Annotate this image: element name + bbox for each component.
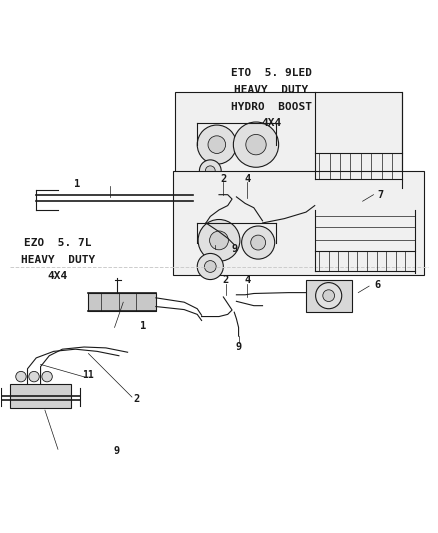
Circle shape	[242, 226, 275, 259]
Circle shape	[210, 231, 228, 250]
Circle shape	[42, 372, 52, 382]
Circle shape	[197, 254, 223, 279]
Circle shape	[198, 220, 240, 261]
Text: 11: 11	[82, 370, 94, 381]
Circle shape	[205, 166, 215, 176]
Text: 2: 2	[133, 394, 139, 404]
Text: 2: 2	[220, 174, 226, 184]
Circle shape	[199, 160, 221, 182]
Circle shape	[324, 183, 349, 208]
Text: 6: 6	[375, 280, 381, 290]
Text: 1: 1	[140, 321, 146, 331]
Text: 4: 4	[244, 276, 251, 286]
Circle shape	[323, 290, 335, 302]
Circle shape	[246, 134, 266, 155]
Circle shape	[208, 136, 226, 154]
Text: EZO  5. 7L: EZO 5. 7L	[24, 238, 92, 248]
FancyBboxPatch shape	[88, 294, 156, 311]
FancyBboxPatch shape	[176, 92, 402, 188]
Circle shape	[233, 122, 279, 167]
Text: 7: 7	[377, 190, 383, 200]
FancyBboxPatch shape	[173, 171, 424, 275]
Text: 9: 9	[231, 244, 237, 254]
Text: 9: 9	[113, 447, 120, 456]
FancyBboxPatch shape	[306, 279, 352, 312]
Circle shape	[331, 190, 342, 201]
Text: 1: 1	[74, 179, 81, 189]
Text: 4X4: 4X4	[48, 271, 68, 281]
Text: HYDRO  BOOST: HYDRO BOOST	[231, 102, 312, 111]
Circle shape	[16, 372, 26, 382]
Text: 4X4: 4X4	[261, 118, 281, 128]
FancyBboxPatch shape	[10, 384, 71, 408]
Circle shape	[29, 372, 39, 382]
Text: 4: 4	[244, 174, 251, 184]
Text: 9: 9	[236, 342, 242, 352]
Text: ETO  5. 9LED: ETO 5. 9LED	[231, 68, 312, 78]
Circle shape	[251, 235, 265, 250]
Circle shape	[316, 282, 342, 309]
Circle shape	[197, 125, 237, 164]
Text: 2: 2	[223, 276, 229, 286]
Circle shape	[205, 261, 216, 272]
Text: HEAVY  DUTY: HEAVY DUTY	[21, 255, 95, 265]
FancyBboxPatch shape	[315, 182, 358, 210]
Text: HEAVY  DUTY: HEAVY DUTY	[234, 85, 308, 95]
